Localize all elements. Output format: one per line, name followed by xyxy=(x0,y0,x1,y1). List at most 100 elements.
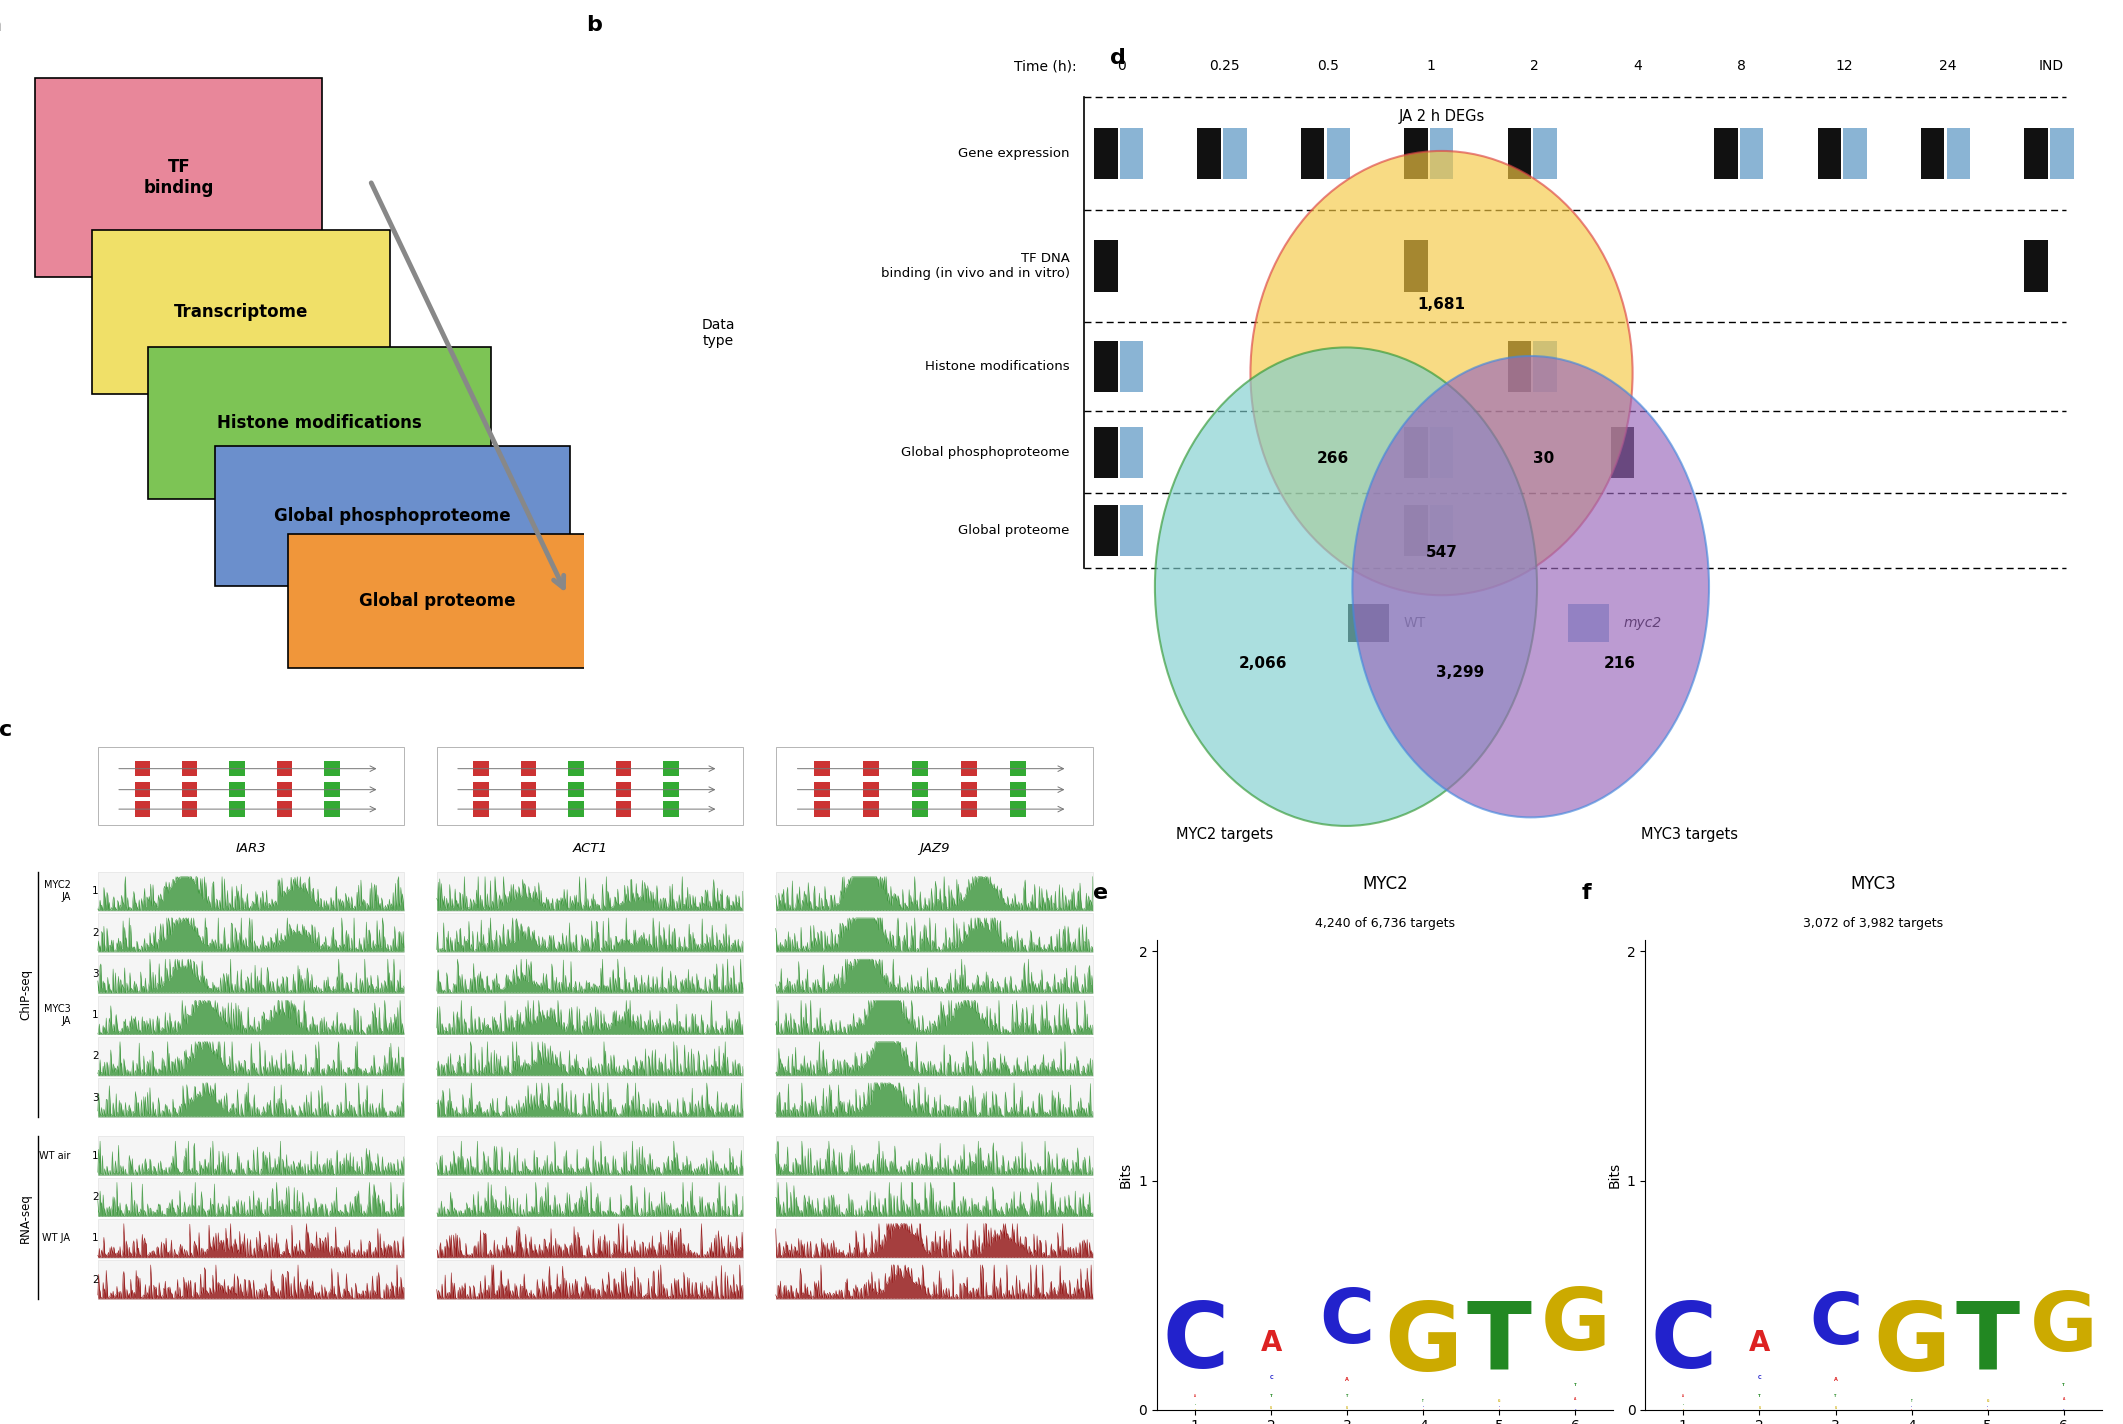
Bar xyxy=(775,1219,1093,1257)
Y-axis label: Bits: Bits xyxy=(1607,1162,1622,1188)
Bar xyxy=(437,871,743,910)
Ellipse shape xyxy=(1250,151,1633,595)
FancyBboxPatch shape xyxy=(1507,342,1531,393)
Bar xyxy=(98,1260,403,1299)
Text: 1: 1 xyxy=(91,1233,100,1243)
Text: 1,681: 1,681 xyxy=(1418,298,1465,312)
Text: 3: 3 xyxy=(91,1092,100,1102)
Bar xyxy=(98,1178,403,1216)
Text: 1: 1 xyxy=(91,1151,100,1161)
Bar xyxy=(775,1037,1093,1075)
Text: 24: 24 xyxy=(1938,58,1957,73)
FancyBboxPatch shape xyxy=(1119,342,1144,393)
Bar xyxy=(229,760,244,776)
Text: d: d xyxy=(1110,48,1125,68)
Text: 1: 1 xyxy=(91,1010,100,1020)
FancyBboxPatch shape xyxy=(1533,128,1556,179)
Text: C: C xyxy=(1650,1299,1715,1387)
Text: T: T xyxy=(2061,1383,2066,1387)
Text: JA 2 h DEGs: JA 2 h DEGs xyxy=(1399,110,1484,124)
Text: 2: 2 xyxy=(91,1274,100,1284)
FancyBboxPatch shape xyxy=(1533,342,1556,393)
Text: G: G xyxy=(1384,1300,1463,1391)
FancyBboxPatch shape xyxy=(1093,427,1117,478)
Bar xyxy=(276,782,293,797)
Bar xyxy=(473,760,488,776)
Bar xyxy=(913,782,928,797)
Bar xyxy=(229,802,244,817)
Text: G: G xyxy=(2030,1290,2098,1368)
Bar xyxy=(98,1037,403,1075)
Text: 0: 0 xyxy=(1117,58,1125,73)
Text: G: G xyxy=(1499,1398,1501,1403)
Bar xyxy=(520,760,537,776)
Text: Global proteome: Global proteome xyxy=(359,592,516,609)
Bar xyxy=(862,782,879,797)
Bar xyxy=(569,802,584,817)
Text: MYC3: MYC3 xyxy=(1851,874,1896,893)
Text: 4,240 of 6,736 targets: 4,240 of 6,736 targets xyxy=(1316,917,1454,930)
Text: MYC3
JA: MYC3 JA xyxy=(45,1004,70,1025)
Text: A: A xyxy=(1834,1377,1836,1383)
FancyBboxPatch shape xyxy=(1119,506,1144,557)
Bar xyxy=(962,760,977,776)
Text: A: A xyxy=(1575,1397,1577,1401)
Text: G: G xyxy=(1872,1300,1951,1391)
Bar xyxy=(437,954,743,993)
Bar xyxy=(98,995,403,1034)
FancyBboxPatch shape xyxy=(1348,604,1388,642)
Bar xyxy=(229,782,244,797)
FancyBboxPatch shape xyxy=(1197,128,1221,179)
Text: MYC3 targets: MYC3 targets xyxy=(1641,827,1739,842)
Bar xyxy=(437,1219,743,1257)
Bar xyxy=(962,782,977,797)
FancyBboxPatch shape xyxy=(1567,604,1609,642)
Text: Histone modifications: Histone modifications xyxy=(217,414,422,431)
Text: Data
type: Data type xyxy=(701,318,735,347)
Bar xyxy=(775,1178,1093,1216)
Bar xyxy=(183,760,197,776)
Bar xyxy=(183,782,197,797)
Text: 3,299: 3,299 xyxy=(1437,665,1484,679)
Text: 2,066: 2,066 xyxy=(1240,656,1287,671)
Text: C: C xyxy=(1758,1376,1762,1380)
Bar xyxy=(862,802,879,817)
Bar xyxy=(813,760,830,776)
Bar xyxy=(183,802,197,817)
Bar xyxy=(662,802,679,817)
FancyBboxPatch shape xyxy=(1431,128,1454,179)
FancyBboxPatch shape xyxy=(149,347,490,498)
Bar xyxy=(437,1136,743,1175)
FancyBboxPatch shape xyxy=(1301,128,1325,179)
Text: G: G xyxy=(1987,1398,1989,1403)
Text: 2: 2 xyxy=(91,1051,100,1061)
Bar xyxy=(437,746,743,824)
Bar xyxy=(437,913,743,951)
FancyBboxPatch shape xyxy=(214,446,569,587)
Text: IAR3: IAR3 xyxy=(236,842,265,854)
FancyBboxPatch shape xyxy=(1403,128,1427,179)
Text: ChIP-seq: ChIP-seq xyxy=(19,968,32,1020)
FancyBboxPatch shape xyxy=(2025,128,2049,179)
Text: 216: 216 xyxy=(1603,656,1637,671)
Bar xyxy=(437,995,743,1034)
Bar xyxy=(913,760,928,776)
FancyBboxPatch shape xyxy=(1713,128,1737,179)
FancyBboxPatch shape xyxy=(1403,241,1427,292)
FancyBboxPatch shape xyxy=(1223,128,1246,179)
Text: TF
binding: TF binding xyxy=(144,158,214,197)
Bar xyxy=(1011,760,1025,776)
FancyBboxPatch shape xyxy=(91,231,391,393)
Bar xyxy=(962,802,977,817)
Bar xyxy=(616,802,631,817)
Text: IND: IND xyxy=(2038,58,2064,73)
FancyBboxPatch shape xyxy=(1843,128,1866,179)
Bar xyxy=(1011,782,1025,797)
Text: 0.25: 0.25 xyxy=(1210,58,1240,73)
Text: b: b xyxy=(586,14,603,34)
Ellipse shape xyxy=(1352,356,1709,817)
Bar xyxy=(662,782,679,797)
Text: 3: 3 xyxy=(91,968,100,978)
Text: T: T xyxy=(1758,1394,1760,1398)
Text: 266: 266 xyxy=(1316,451,1350,466)
